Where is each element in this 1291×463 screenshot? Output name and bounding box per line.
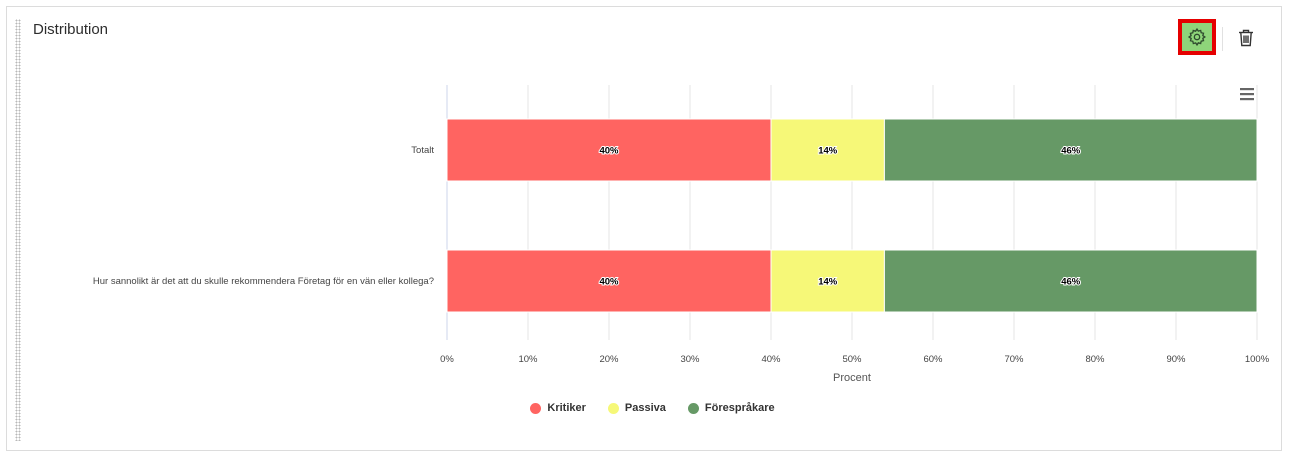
- delete-button[interactable]: [1233, 25, 1259, 51]
- drag-handle[interactable]: [15, 19, 21, 441]
- data-label: 46%: [1061, 277, 1081, 288]
- bar-segment[interactable]: [883, 249, 1258, 313]
- x-tick-label: 40%: [761, 354, 781, 365]
- x-tick-label: 90%: [1166, 354, 1186, 365]
- legend-marker: [607, 402, 619, 414]
- category-label: Totalt: [411, 145, 434, 156]
- bar-segment[interactable]: [446, 118, 772, 182]
- x-tick-label: 10%: [518, 354, 538, 365]
- data-label: 14%: [818, 277, 838, 288]
- x-tick-label: 0%: [440, 354, 454, 365]
- legend-item[interactable]: Passiva: [607, 402, 666, 414]
- x-tick-label: 30%: [680, 354, 700, 365]
- chart-legend: Kritiker Passiva Förespråkare: [0, 402, 1291, 414]
- legend-item[interactable]: Kritiker: [530, 402, 586, 414]
- legend-label: Kritiker: [547, 402, 586, 414]
- x-tick-label: 80%: [1085, 354, 1105, 365]
- settings-button[interactable]: [1178, 19, 1216, 55]
- bar-segment[interactable]: [770, 249, 885, 313]
- category-label: Hur sannolikt är det att du skulle rekom…: [93, 276, 434, 287]
- legend-marker: [530, 402, 542, 414]
- legend-marker: [687, 402, 699, 414]
- x-tick-label: 70%: [1004, 354, 1024, 365]
- data-label: 14%: [818, 146, 838, 157]
- legend-item[interactable]: Förespråkare: [687, 402, 775, 414]
- x-tick-label: 50%: [842, 354, 862, 365]
- trash-icon: [1239, 29, 1253, 47]
- x-tick-label: 20%: [599, 354, 619, 365]
- widget-title: Distribution: [33, 21, 109, 38]
- x-axis-ticks: 0% 10% 20% 30% 40% 50% 60% 70% 80% 90% 100%: [440, 354, 1270, 365]
- x-axis-title: Procent: [833, 372, 871, 384]
- x-tick-label: 60%: [923, 354, 943, 365]
- toolbar-separator: [1222, 27, 1223, 51]
- gear-icon: [1187, 27, 1207, 47]
- hamburger-menu-icon: [1240, 88, 1254, 101]
- bars: 40% 14% 46% 40% 14% 46%: [446, 118, 1258, 313]
- legend-label: Förespråkare: [704, 402, 775, 414]
- data-label: 40%: [599, 146, 619, 157]
- x-tick-label: 100%: [1245, 354, 1270, 365]
- legend-label: Passiva: [624, 402, 666, 414]
- data-label: 46%: [1061, 146, 1081, 157]
- data-label: 40%: [599, 277, 619, 288]
- chart-menu-button[interactable]: [1236, 86, 1256, 102]
- bar-segment[interactable]: [446, 249, 772, 313]
- bar-segment[interactable]: [770, 118, 885, 182]
- bar-segment[interactable]: [883, 118, 1258, 182]
- stacked-bar-chart: 40% 14% 46% 40% 14% 46% Totalt Hur sannolikt ä…: [93, 85, 1270, 384]
- distribution-widget: Distribution: [6, 6, 1282, 451]
- category-labels: Totalt Hur sannolikt är det att du skulle…: [93, 145, 434, 287]
